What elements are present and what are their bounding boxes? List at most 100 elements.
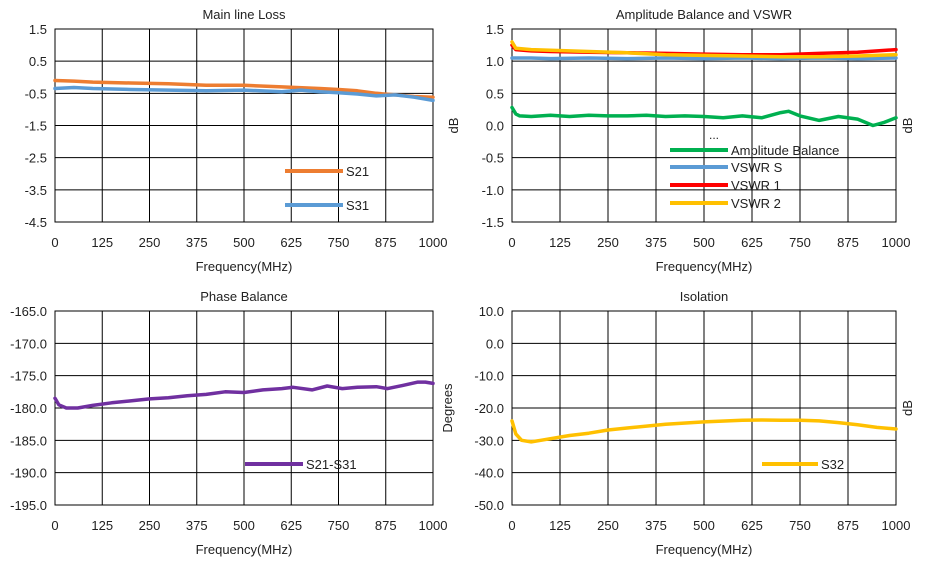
y-tick-label: 1.0 [486,54,504,69]
legend-extra: ... [709,128,719,142]
x-tick-label: 750 [328,518,350,533]
x-tick-label: 875 [375,518,397,533]
chart-4: Isolation 0 125 250 375 500 625 750 875 1000 Frequ… [474,289,915,557]
gridlines [54,310,434,506]
y-tick-label: -40.0 [474,466,504,481]
y-tick-label: 0.5 [29,54,47,69]
x-tick-label: 500 [233,518,255,533]
x-tick-label: 625 [741,518,763,533]
y-tick-label: 10.0 [479,304,504,319]
y-tick-label: 0.5 [486,86,504,101]
x-tick-label: 500 [693,235,715,250]
plot-frame [511,28,897,223]
y-tick-label: -180.0 [10,401,47,416]
x-tick-label: 250 [139,518,161,533]
y-tick-label: -0.5 [482,151,504,166]
y-tick-label: -30.0 [474,433,504,448]
x-tick-label: 500 [693,518,715,533]
x-tick-label: 0 [51,518,58,533]
x-tick-label: 375 [186,518,208,533]
x-tick-label: 375 [186,235,208,250]
x-tick-label: 750 [328,235,350,250]
y-tick-label: -10.0 [474,369,504,384]
legend-label: VSWR S [731,160,783,175]
legend: ... Amplitude Balance VSWR S VSWR 1 VSWR 2 [670,128,839,211]
legend: S21 S31 [285,164,369,213]
y-tick-label: -0.5 [25,86,47,101]
y-tick-label: 1.5 [29,22,47,37]
x-tick-label: 625 [280,235,302,250]
x-tick-label: 750 [789,235,811,250]
x-tick-label: 1000 [882,518,911,533]
series-line-s32 [510,418,898,444]
x-tick-label: 0 [508,235,515,250]
x-tick-label: 1000 [419,518,448,533]
x-tick-label: 625 [741,235,763,250]
plot-frame [54,28,434,223]
series-line-amplitude-balance [510,105,898,128]
chart-title: Phase Balance [200,289,287,304]
y-tick-label: -20.0 [474,401,504,416]
legend: S21-S31 [245,457,357,472]
y-tick-label: -190.0 [10,466,47,481]
x-tick-label: 0 [51,235,58,250]
x-tick-label: 250 [139,235,161,250]
x-tick-label: 750 [789,518,811,533]
legend-label: S32 [821,457,844,472]
legend: S32 [762,457,844,472]
series-line-s31 [53,85,435,103]
y-axis-label: dB [446,118,461,134]
y-tick-label: -50.0 [474,498,504,513]
x-tick-label: 125 [91,518,113,533]
x-tick-label: 1000 [882,235,911,250]
y-tick-label: 0.0 [486,336,504,351]
chart-title: Main line Loss [202,7,286,22]
legend-label: S21 [346,164,369,179]
x-tick-label: 1000 [419,235,448,250]
x-tick-label: 625 [280,518,302,533]
x-tick-label: 500 [233,235,255,250]
x-axis-label: Frequency(MHz) [196,542,293,557]
legend-label: Amplitude Balance [731,143,839,158]
y-tick-label: -2.5 [25,151,47,166]
y-axis-label: Degrees [440,383,455,433]
x-tick-label: 875 [837,235,859,250]
chart-1: Main line Loss 0 125 250 375 500 625 750 875 1000… [25,7,448,274]
x-tick-label: 375 [645,235,667,250]
x-axis-label: Frequency(MHz) [656,259,753,274]
x-tick-label: 125 [549,235,571,250]
chart-title: Amplitude Balance and VSWR [616,7,792,22]
series-line-vswr-2 [510,40,898,59]
y-tick-label: 0.0 [486,119,504,134]
y2-axis-label: dB [900,118,915,134]
gridlines [511,310,897,506]
y-tick-label: -185.0 [10,433,47,448]
x-tick-label: 875 [375,235,397,250]
x-tick-label: 125 [91,235,113,250]
x-tick-label: 250 [597,235,619,250]
series-line-s21-s31 [53,380,435,410]
x-tick-label: 375 [645,518,667,533]
y-tick-label: -165.0 [10,304,47,319]
legend-label: S21-S31 [306,457,357,472]
x-tick-label: 250 [597,518,619,533]
plot-frame [511,310,897,506]
gridlines [54,28,434,223]
plot-frame [54,310,434,506]
y-tick-label: -1.0 [482,183,504,198]
y-tick-label: -1.5 [25,119,47,134]
legend-label: VSWR 2 [731,196,781,211]
chart-2: Amplitude Balance and VSWR 0 125 250 375 500 6… [446,7,915,274]
chart-3: Phase Balance 0 125 250 375 500 625 750 875 1000 F… [10,289,455,557]
chart-title: Isolation [680,289,728,304]
y-tick-label: -1.5 [482,215,504,230]
y-tick-label: -170.0 [10,336,47,351]
x-tick-label: 875 [837,518,859,533]
y-axis-label: dB [900,400,915,416]
y-tick-label: 1.5 [486,22,504,37]
x-axis-label: Frequency(MHz) [656,542,753,557]
y-tick-label: -3.5 [25,183,47,198]
y-tick-label: -175.0 [10,369,47,384]
